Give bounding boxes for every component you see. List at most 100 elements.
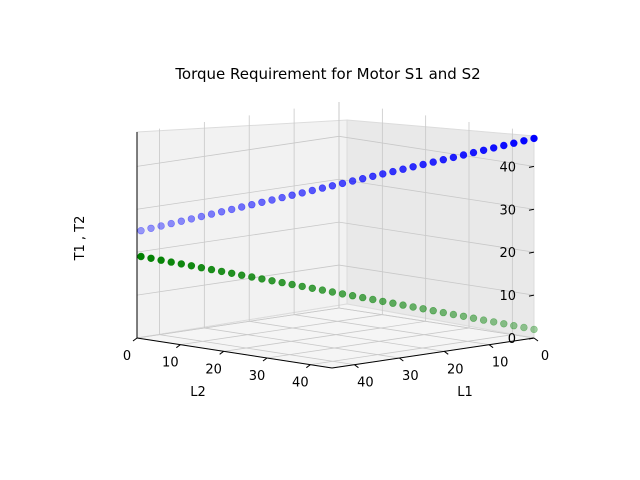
y-axis-label: L2 bbox=[190, 385, 206, 400]
data-point bbox=[288, 191, 296, 199]
data-point bbox=[318, 184, 327, 192]
x-axis-label: L1 bbox=[457, 385, 473, 400]
data-point bbox=[369, 172, 377, 181]
data-point bbox=[479, 316, 488, 324]
x-tick-label: 0 bbox=[541, 349, 549, 364]
data-point bbox=[217, 267, 226, 276]
data-point bbox=[510, 139, 518, 147]
data-point bbox=[520, 137, 528, 145]
data-point bbox=[147, 254, 155, 262]
data-point bbox=[409, 303, 417, 311]
data-point bbox=[530, 134, 538, 143]
left-pane bbox=[136, 119, 348, 339]
data-point bbox=[238, 271, 246, 279]
data-point bbox=[187, 262, 196, 270]
x-tick-label: 30 bbox=[402, 369, 419, 384]
chart-title: Torque Requirement for Motor S1 and S2 bbox=[174, 65, 480, 83]
y-tick-label: 40 bbox=[292, 376, 309, 391]
y-tick-label: 10 bbox=[162, 356, 179, 371]
y-tick-label: 30 bbox=[249, 369, 266, 384]
data-point bbox=[258, 198, 266, 207]
data-point bbox=[449, 153, 458, 162]
y-tick-mark bbox=[306, 364, 311, 369]
z-tick-label: 0 bbox=[508, 332, 516, 347]
data-point bbox=[278, 193, 286, 202]
data-point bbox=[278, 278, 286, 287]
data-point bbox=[308, 186, 316, 195]
data-point bbox=[207, 210, 216, 218]
z-tick-mark bbox=[528, 251, 535, 254]
tick-labels: 0 10 20 30 40 0 10 20 30 40 0 10 20 30 40 bbox=[123, 160, 549, 390]
data-point bbox=[379, 170, 387, 178]
data-point bbox=[459, 312, 468, 320]
data-point bbox=[207, 265, 216, 274]
x-tick-label: 40 bbox=[357, 376, 374, 391]
data-point bbox=[389, 167, 397, 176]
data-point bbox=[459, 151, 468, 159]
data-point bbox=[187, 215, 196, 223]
data-point bbox=[389, 299, 397, 307]
data-point bbox=[228, 205, 236, 214]
data-point bbox=[348, 177, 357, 185]
data-point bbox=[167, 219, 175, 228]
data-point bbox=[510, 322, 518, 330]
data-point bbox=[328, 288, 337, 296]
data-point bbox=[318, 286, 327, 294]
gridlines bbox=[136, 102, 535, 366]
data-point bbox=[479, 146, 488, 155]
y-tick-mark bbox=[219, 350, 224, 355]
data-point bbox=[167, 258, 175, 266]
z-tick-label: 10 bbox=[499, 289, 516, 304]
y-tick-label: 0 bbox=[123, 349, 131, 364]
x-tick-mark bbox=[533, 337, 539, 342]
x-axis-line bbox=[331, 337, 535, 369]
z-tick-mark bbox=[528, 165, 535, 168]
data-point bbox=[137, 252, 145, 261]
data-point bbox=[248, 273, 256, 281]
z-tick-mark bbox=[528, 294, 535, 297]
data-point bbox=[197, 264, 206, 272]
data-point bbox=[268, 277, 276, 285]
data-point bbox=[157, 222, 165, 230]
data-point bbox=[238, 203, 246, 211]
data-point bbox=[228, 269, 236, 277]
data-point bbox=[530, 325, 538, 334]
data-point bbox=[348, 292, 357, 300]
z-tick-mark bbox=[528, 208, 535, 211]
data-point bbox=[399, 301, 407, 309]
x-gridline bbox=[203, 122, 400, 359]
data-point bbox=[500, 320, 508, 328]
data-point bbox=[308, 284, 316, 292]
x-gridline bbox=[293, 108, 490, 346]
data-point bbox=[449, 310, 458, 319]
x-gridline bbox=[159, 128, 355, 366]
axis-lines bbox=[136, 132, 535, 369]
right-pane bbox=[346, 119, 535, 339]
data-point bbox=[258, 275, 266, 283]
data-point bbox=[469, 314, 478, 322]
y-tick-mark bbox=[176, 344, 181, 349]
data-point bbox=[328, 182, 337, 190]
data-point bbox=[490, 144, 498, 152]
data-point bbox=[439, 156, 447, 164]
x-gridline bbox=[338, 102, 535, 339]
data-point bbox=[520, 323, 528, 332]
data-point bbox=[137, 227, 145, 235]
y-tick-mark bbox=[262, 357, 268, 362]
data-point bbox=[439, 308, 447, 317]
data-point bbox=[469, 148, 478, 157]
data-point bbox=[217, 208, 226, 216]
data-point bbox=[500, 141, 508, 150]
data-point bbox=[429, 158, 437, 166]
data-point bbox=[490, 318, 498, 326]
data-point bbox=[359, 175, 367, 183]
data-points bbox=[137, 134, 538, 334]
y-axis-line bbox=[136, 337, 333, 369]
data-point bbox=[419, 305, 427, 313]
y-tick-label: 20 bbox=[205, 362, 222, 377]
x-tick-label: 10 bbox=[492, 356, 509, 371]
x-tick-mark bbox=[354, 364, 359, 369]
x-tick-mark bbox=[488, 344, 494, 349]
data-point bbox=[338, 179, 347, 188]
data-point bbox=[359, 293, 367, 302]
